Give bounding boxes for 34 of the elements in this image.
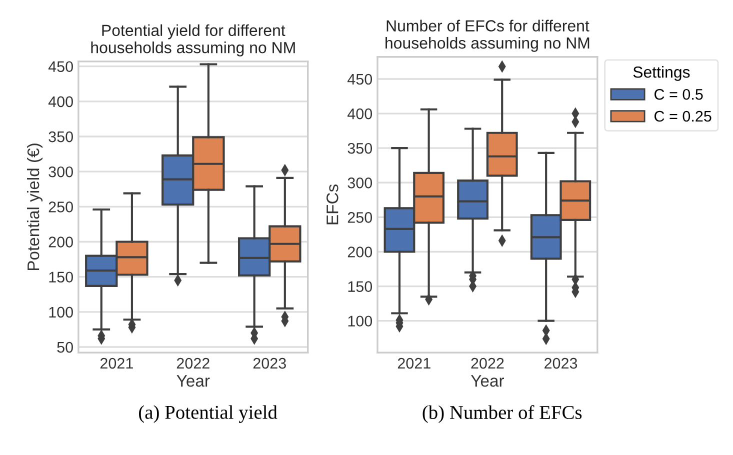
y-tick-label: 300 bbox=[48, 166, 73, 178]
chart-title: Potential yield for different households assuming no NM bbox=[91, 24, 295, 56]
y-tick-label: 250 bbox=[48, 202, 73, 212]
y-axis-title: EFCs bbox=[326, 184, 338, 224]
legend-label: C = 0.5 bbox=[654, 88, 703, 100]
x-tick-label: 2021 bbox=[100, 358, 133, 369]
text: (a) Potential yield bbox=[139, 405, 278, 423]
x-tick-label: 2022 bbox=[471, 358, 504, 369]
y-tick-label: 400 bbox=[347, 108, 372, 120]
y-tick-label: 450 bbox=[48, 61, 73, 72]
chart-title: Number of EFCs for different households assuming no NM bbox=[386, 20, 590, 52]
y-tick-label: 150 bbox=[348, 281, 372, 292]
x-tick-label: 2023 bbox=[253, 358, 286, 369]
y-tick-label: 350 bbox=[348, 142, 372, 154]
legend-title: Settings bbox=[633, 66, 690, 81]
legend-label: C = 0.25 bbox=[654, 110, 712, 122]
y-tick-label: 450 bbox=[347, 74, 372, 85]
y-tick-label: 250 bbox=[348, 212, 372, 223]
y-tick-label: 200 bbox=[48, 236, 73, 248]
y-tick-label: 300 bbox=[348, 178, 372, 188]
y-axis-title: Potential yield (€) bbox=[26, 144, 43, 270]
y-tick-label: 400 bbox=[48, 96, 73, 108]
x-tick-label: 2021 bbox=[398, 358, 430, 369]
y-tick-label: 100 bbox=[49, 306, 73, 318]
y-tick-label: 100 bbox=[348, 316, 372, 327]
y-tick-label: 150 bbox=[49, 272, 73, 283]
x-tick-label: 2023 bbox=[544, 358, 578, 369]
y-tick-label: 200 bbox=[348, 246, 372, 258]
x-axis-title: Year bbox=[176, 375, 210, 387]
x-axis-title: Year bbox=[470, 375, 504, 387]
y-tick-label: 50 bbox=[57, 342, 73, 353]
text: (b) Number of EFCs bbox=[422, 405, 582, 423]
y-tick-label: 350 bbox=[48, 131, 73, 142]
x-tick-label: 2022 bbox=[176, 358, 210, 369]
